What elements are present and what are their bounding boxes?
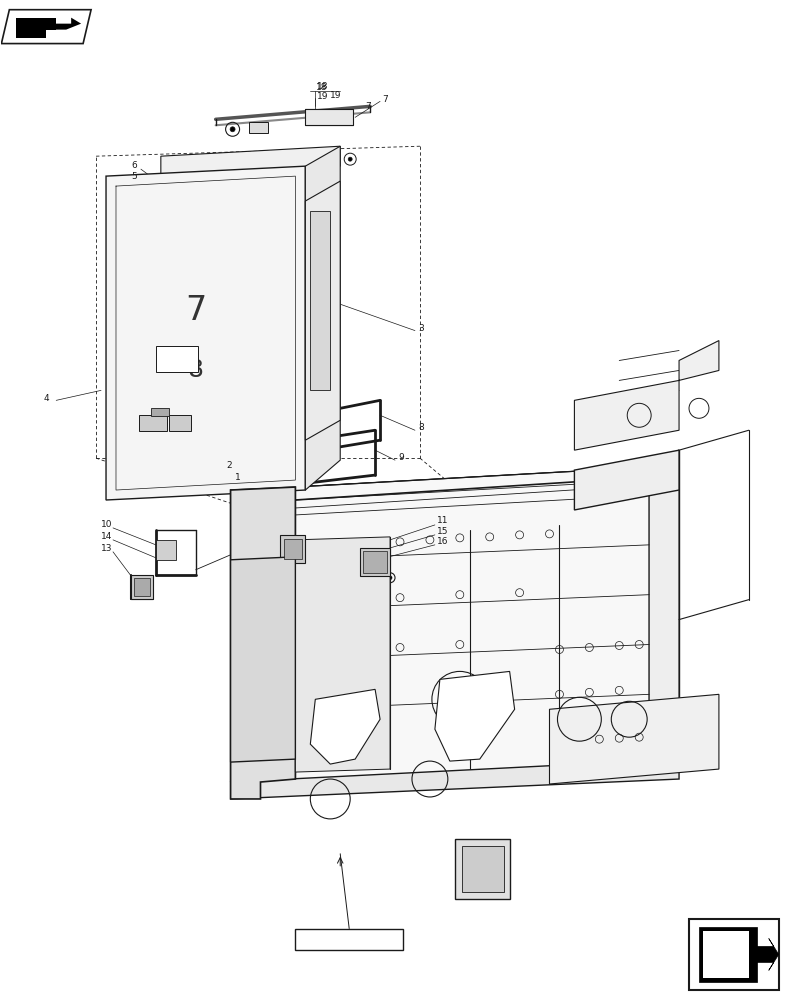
Polygon shape (156, 540, 176, 560)
Polygon shape (310, 689, 380, 764)
Bar (363, 551, 387, 573)
Bar (360, 548, 390, 576)
Text: 8: 8 (187, 358, 204, 382)
Text: 15: 15 (437, 527, 448, 536)
Polygon shape (2, 10, 91, 44)
Polygon shape (435, 671, 515, 761)
Text: 1: 1 (234, 473, 240, 482)
Text: 10: 10 (101, 520, 112, 529)
Text: 9: 9 (398, 453, 404, 462)
Text: 6: 6 (131, 161, 137, 170)
Polygon shape (574, 450, 679, 510)
Polygon shape (296, 467, 649, 789)
Text: 12: 12 (254, 518, 265, 527)
Polygon shape (699, 927, 757, 982)
Polygon shape (230, 487, 296, 782)
Text: 16: 16 (437, 537, 448, 546)
Polygon shape (703, 931, 749, 978)
Text: 14: 14 (101, 532, 112, 541)
Text: 7: 7 (365, 102, 371, 111)
Polygon shape (46, 18, 81, 30)
Polygon shape (161, 146, 340, 176)
Text: 17: 17 (346, 557, 358, 566)
Bar (249, 122, 268, 133)
Polygon shape (106, 166, 305, 500)
Circle shape (230, 127, 235, 132)
Text: 5: 5 (131, 172, 137, 181)
Text: 18: 18 (318, 82, 329, 91)
Text: 11: 11 (437, 516, 448, 525)
Text: 19: 19 (318, 92, 329, 101)
Polygon shape (305, 146, 340, 490)
Polygon shape (230, 759, 679, 799)
Bar (169, 415, 191, 431)
Text: 19: 19 (330, 91, 342, 100)
Bar (156, 346, 198, 372)
Polygon shape (296, 450, 679, 520)
Circle shape (267, 543, 277, 553)
Bar (134, 578, 149, 596)
Bar (284, 539, 302, 559)
Bar (280, 535, 305, 563)
Bar (296, 929, 403, 950)
Circle shape (363, 573, 373, 583)
Circle shape (366, 576, 370, 580)
Text: 18: 18 (316, 83, 328, 92)
Polygon shape (744, 938, 779, 970)
Polygon shape (574, 341, 719, 450)
Text: 3: 3 (418, 324, 423, 333)
Circle shape (388, 576, 392, 580)
Polygon shape (305, 181, 340, 440)
Polygon shape (230, 470, 679, 520)
Circle shape (348, 157, 352, 161)
Text: 39.101.AC: 39.101.AC (324, 934, 374, 944)
Text: 7: 7 (382, 95, 388, 104)
Bar (151, 408, 169, 416)
Text: 2: 2 (226, 461, 232, 470)
Polygon shape (649, 450, 679, 769)
Text: 4: 4 (44, 394, 48, 403)
Polygon shape (230, 557, 296, 762)
Bar (462, 846, 503, 892)
Text: 18: 18 (346, 570, 358, 579)
Bar (139, 415, 166, 431)
Text: 15: 15 (260, 506, 272, 515)
Bar (455, 839, 510, 899)
Text: 13: 13 (101, 544, 112, 553)
Bar (305, 109, 353, 125)
Polygon shape (549, 694, 719, 784)
Text: 8: 8 (418, 423, 423, 432)
Circle shape (271, 546, 275, 550)
Polygon shape (296, 537, 390, 772)
Polygon shape (16, 18, 57, 38)
Bar (131, 575, 153, 599)
Polygon shape (230, 487, 296, 799)
Bar (689, 919, 779, 990)
Text: 7: 7 (185, 294, 206, 327)
Bar (310, 211, 330, 390)
